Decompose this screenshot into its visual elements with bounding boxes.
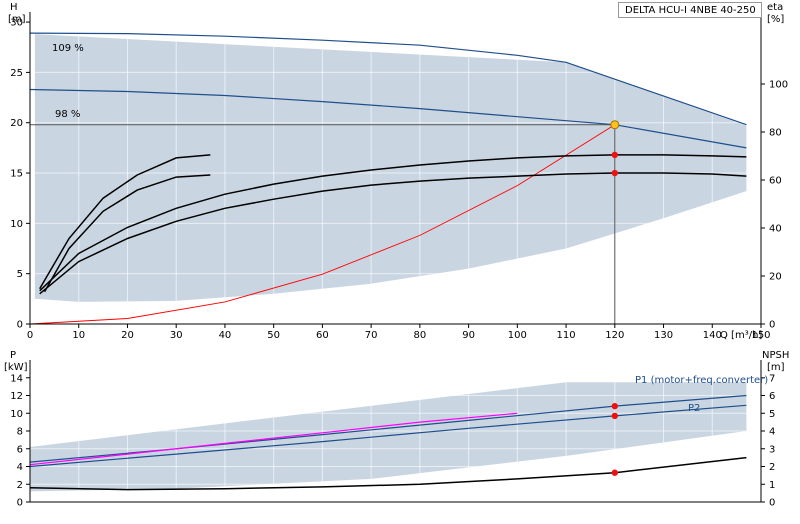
x-tick-label: 0: [27, 330, 33, 341]
y-tick-label-right: 2: [769, 462, 775, 473]
x-tick-label: 110: [557, 330, 576, 341]
y-tick-label-left: 12: [10, 391, 23, 402]
x-tick-label: 140: [703, 330, 722, 341]
series-line-1: [29, 88, 747, 149]
y-tick-label-right: 1: [769, 480, 775, 491]
y-tick-label-left: 25: [10, 68, 23, 79]
y-tick-label-right: 0: [769, 498, 775, 509]
y-tick-label-left: 10: [10, 219, 23, 230]
series-line-4: [39, 154, 747, 292]
x-tick-label: 70: [365, 330, 378, 341]
y-tick-label-left: 6: [17, 444, 23, 455]
y-tick-label-right: 3: [769, 444, 775, 455]
operating-marker-0: [611, 151, 618, 159]
x-tick-label: 100: [508, 330, 527, 341]
top-marker-layer: [30, 120, 620, 324]
duty-point-marker: [610, 120, 620, 130]
y-tick-label-right: 60: [769, 176, 782, 187]
operating-marker-1: [611, 169, 618, 177]
series-line-3: [29, 456, 747, 491]
y-tick-label-left: 14: [10, 373, 23, 384]
annotation-109: 109 %: [52, 43, 84, 54]
bottom-ylabel: P: [10, 350, 16, 361]
y-tick-label-right: 6: [769, 391, 775, 402]
series-line-0: [29, 32, 747, 126]
y-tick-label-left: 15: [10, 169, 23, 180]
x-tick-label: 120: [605, 330, 624, 341]
top-yunit-right: [%]: [767, 14, 784, 25]
y-tick-label-left: 0: [17, 320, 23, 331]
top-axes-layer: 0 5 10 15 20 25 30 0 20 40 60 80 100 0 10 20 30 40 50 60 70 8…: [10, 12, 788, 341]
x-tick-label: 20: [121, 330, 134, 341]
series-line-1: [29, 404, 747, 468]
top-xlabel: Q [m³/h]: [720, 330, 762, 341]
series-line-2: [29, 412, 518, 466]
operating-marker-0: [611, 402, 618, 410]
y-tick-label-right: 40: [769, 224, 782, 235]
y-tick-label-right: 5: [769, 409, 775, 420]
x-tick-label: 50: [267, 330, 280, 341]
bottom-marker-layer: [611, 402, 618, 476]
x-tick-label: 150: [751, 330, 770, 341]
operating-marker-1: [611, 412, 618, 420]
x-tick-label: 10: [72, 330, 85, 341]
series-line-5: [43, 174, 211, 293]
y-tick-label-left: 8: [17, 427, 23, 438]
y-tick-label-left: 4: [17, 462, 23, 473]
y-tick-label-left: 30: [10, 18, 23, 29]
annotation-p2: P2: [688, 403, 700, 414]
x-tick-label: 60: [316, 330, 329, 341]
operating-envelope: [30, 382, 747, 492]
bottom-yunit: [kW]: [4, 362, 28, 373]
x-tick-label: 130: [654, 330, 673, 341]
y-tick-label-left: 0: [17, 498, 23, 509]
y-tick-label-left: 20: [10, 118, 23, 129]
bottom-yunit-right: [m]: [767, 362, 785, 373]
y-tick-label-left: 5: [17, 269, 23, 280]
top-yunit: [m]: [8, 14, 26, 25]
y-tick-label-left: 2: [17, 480, 23, 491]
series-line-6: [39, 154, 211, 290]
y-tick-label-left: 10: [10, 409, 23, 420]
x-tick-label: 30: [170, 330, 183, 341]
series-line-3: [39, 172, 747, 295]
y-tick-label-right: 0: [769, 320, 775, 331]
annotation-p1: P1 (motor+freq.converter): [635, 375, 768, 386]
top-ylabel-right: eta: [767, 2, 783, 13]
bottom-ylabel-right: NPSH: [762, 350, 789, 361]
top-ylabel: H: [10, 2, 18, 13]
x-tick-label: 90: [462, 330, 475, 341]
x-tick-label: 40: [219, 330, 232, 341]
operating-marker-2: [611, 469, 618, 476]
chart-title: DELTA HCU-I 4NBE 40-250: [618, 2, 762, 18]
bottom-grid-layer: [29, 360, 762, 503]
annotation-98: 98 %: [55, 109, 80, 120]
y-tick-label-right: 7: [769, 373, 775, 384]
x-tick-label: 80: [413, 330, 426, 341]
y-tick-label-right: 100: [769, 80, 788, 91]
y-tick-label-right: 4: [769, 427, 775, 438]
y-tick-label-right: 80: [769, 128, 782, 139]
bottom-series-layer: [29, 394, 747, 491]
series-line-2: [29, 124, 616, 325]
y-tick-label-right: 20: [769, 272, 782, 283]
top-series-layer: [29, 32, 747, 325]
